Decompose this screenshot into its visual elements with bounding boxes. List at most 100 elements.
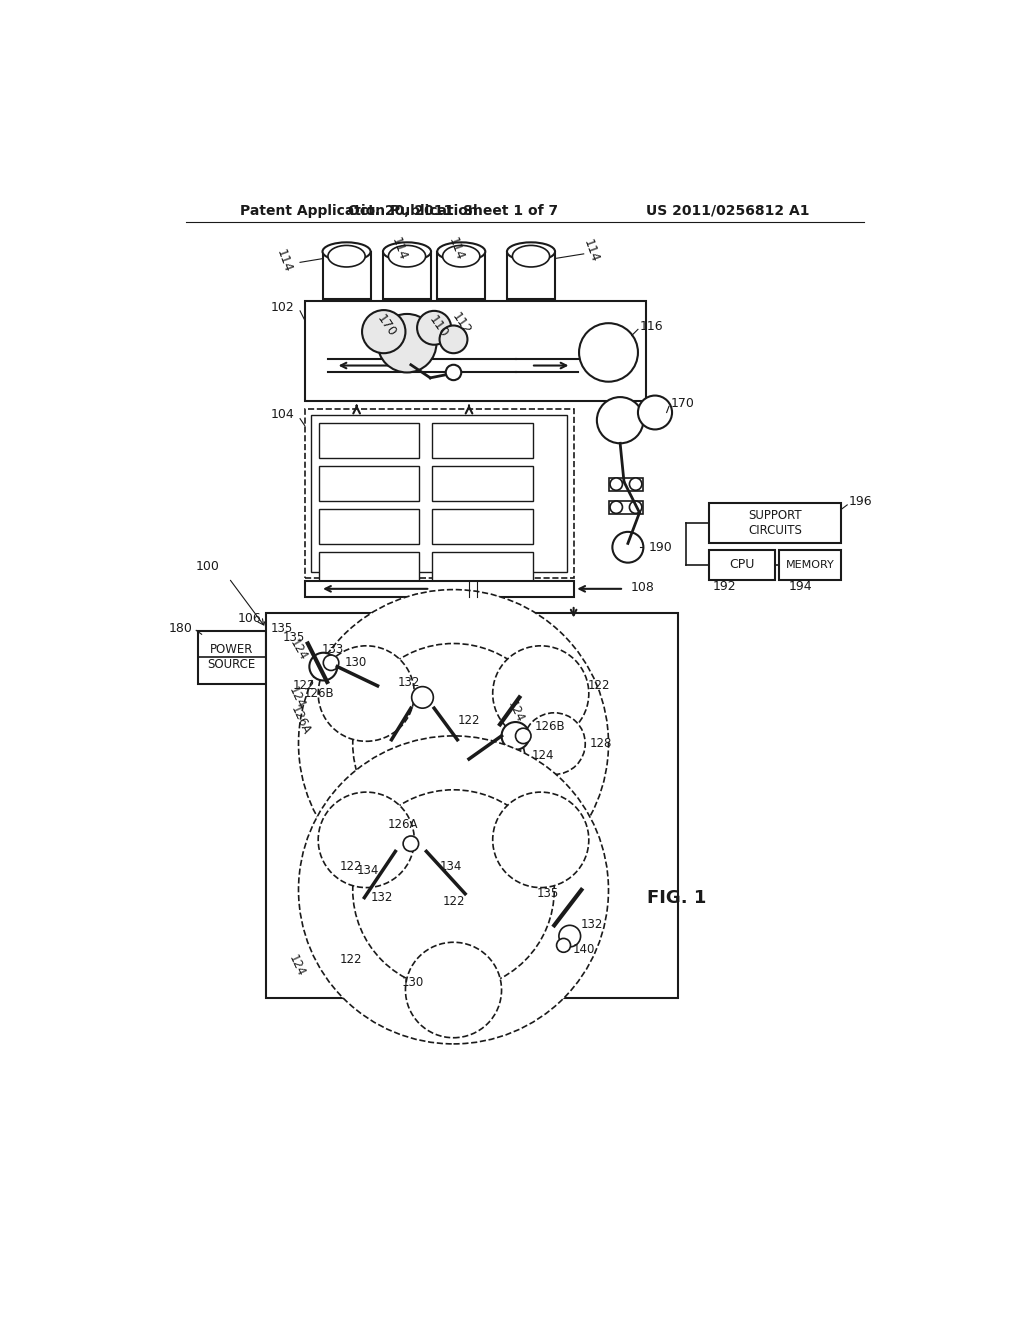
Text: 114: 114 — [445, 236, 466, 263]
Text: 102: 102 — [271, 301, 295, 314]
Text: 192: 192 — [713, 579, 736, 593]
Bar — [383, 252, 431, 300]
Bar — [608, 502, 643, 515]
Text: 132: 132 — [397, 676, 420, 689]
Text: 132: 132 — [581, 917, 603, 931]
Text: 114: 114 — [582, 238, 601, 264]
Ellipse shape — [442, 246, 480, 267]
Text: 196: 196 — [849, 495, 872, 508]
Bar — [318, 422, 420, 458]
Circle shape — [412, 686, 433, 708]
Text: 110: 110 — [426, 313, 451, 339]
Text: 134: 134 — [440, 861, 463, 874]
Text: Oct. 20, 2011  Sheet 1 of 7: Oct. 20, 2011 Sheet 1 of 7 — [348, 203, 558, 218]
Circle shape — [299, 590, 608, 898]
Circle shape — [597, 397, 643, 444]
Text: 170: 170 — [671, 397, 694, 409]
Text: 124: 124 — [288, 636, 309, 663]
Text: 190: 190 — [649, 541, 673, 554]
Circle shape — [309, 653, 337, 681]
Circle shape — [299, 737, 608, 1044]
Circle shape — [352, 644, 554, 843]
Text: MEMORY: MEMORY — [785, 560, 835, 570]
Text: 124: 124 — [531, 748, 554, 762]
Circle shape — [579, 323, 638, 381]
Circle shape — [417, 312, 452, 345]
Circle shape — [378, 314, 436, 372]
Text: 122: 122 — [340, 953, 362, 966]
Ellipse shape — [323, 243, 371, 261]
Circle shape — [493, 792, 589, 887]
Text: 135: 135 — [283, 631, 305, 644]
Circle shape — [612, 532, 643, 562]
Circle shape — [318, 645, 415, 742]
Text: 124: 124 — [505, 698, 526, 725]
Bar — [318, 508, 420, 544]
Bar — [305, 409, 573, 578]
Bar — [318, 466, 420, 502]
Text: 126B: 126B — [536, 721, 565, 733]
Text: 130: 130 — [402, 975, 424, 989]
Circle shape — [638, 396, 672, 429]
Circle shape — [502, 722, 529, 750]
Circle shape — [406, 942, 502, 1038]
Circle shape — [630, 478, 642, 490]
Bar — [432, 466, 532, 502]
Bar — [437, 252, 485, 300]
Text: 132: 132 — [371, 891, 392, 904]
Text: Patent Application Publication: Patent Application Publication — [241, 203, 478, 218]
Text: 122: 122 — [340, 861, 362, 874]
Text: 140: 140 — [572, 944, 595, 957]
Bar — [432, 422, 532, 458]
Bar — [198, 631, 266, 684]
Circle shape — [610, 502, 623, 513]
Text: 124: 124 — [287, 953, 307, 978]
Bar — [318, 552, 420, 587]
Text: 122: 122 — [588, 680, 610, 693]
Circle shape — [445, 364, 461, 380]
Text: 180: 180 — [169, 622, 193, 635]
Circle shape — [557, 939, 570, 952]
Bar — [507, 252, 555, 300]
Bar — [779, 549, 841, 581]
Circle shape — [610, 478, 623, 490]
Text: CPU: CPU — [729, 558, 755, 572]
Bar — [710, 549, 775, 581]
Circle shape — [523, 713, 586, 775]
Ellipse shape — [437, 243, 485, 261]
Text: 114: 114 — [389, 236, 410, 263]
Text: 126B: 126B — [304, 686, 335, 700]
Circle shape — [439, 326, 467, 354]
Text: 122: 122 — [293, 680, 315, 693]
Text: 126A: 126A — [288, 704, 312, 737]
Text: SUPPORT
CIRCUITS: SUPPORT CIRCUITS — [749, 510, 802, 537]
Bar — [305, 581, 573, 597]
Text: 128: 128 — [590, 737, 612, 750]
Text: 133: 133 — [322, 643, 344, 656]
Circle shape — [318, 792, 415, 887]
Circle shape — [406, 796, 502, 891]
Text: POWER
SOURCE: POWER SOURCE — [208, 643, 256, 672]
Text: 135: 135 — [270, 622, 293, 635]
Circle shape — [403, 836, 419, 851]
Circle shape — [324, 655, 339, 671]
Bar — [266, 612, 678, 998]
Text: 134: 134 — [357, 865, 380, 878]
Ellipse shape — [388, 246, 426, 267]
Text: 126A: 126A — [388, 818, 419, 832]
Text: 124: 124 — [287, 685, 307, 710]
Text: 135: 135 — [537, 887, 559, 900]
Bar — [608, 478, 643, 491]
Text: 194: 194 — [790, 579, 813, 593]
Bar — [432, 508, 532, 544]
Circle shape — [559, 925, 581, 946]
Text: FIG. 1: FIG. 1 — [647, 888, 707, 907]
Text: 170: 170 — [374, 313, 398, 339]
Text: 112: 112 — [450, 310, 473, 338]
Circle shape — [515, 729, 531, 743]
Ellipse shape — [512, 246, 550, 267]
Text: 122: 122 — [458, 714, 480, 727]
Circle shape — [352, 789, 554, 990]
Ellipse shape — [507, 243, 555, 261]
Text: US 2011/0256812 A1: US 2011/0256812 A1 — [646, 203, 810, 218]
